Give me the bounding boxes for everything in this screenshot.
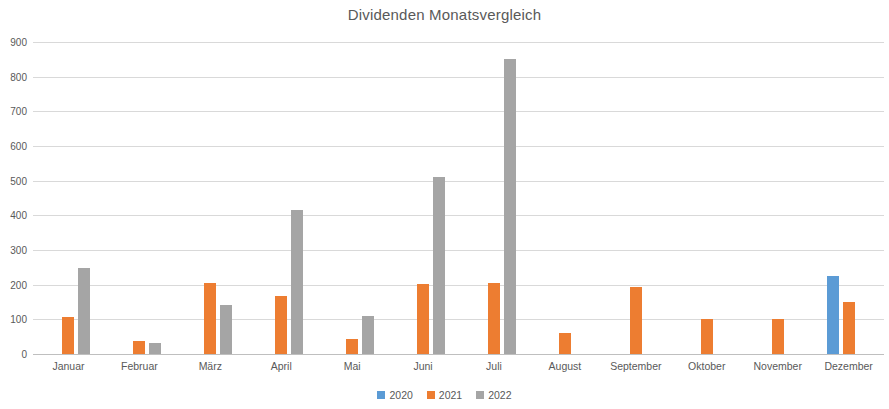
- y-axis-tick-label: 100: [3, 314, 27, 325]
- x-axis: JanuarFebruarMärzAprilMaiJuniJuliAugustS…: [33, 360, 884, 372]
- bar-2022-juni[interactable]: [433, 177, 445, 354]
- bar-2022-januar[interactable]: [78, 268, 90, 354]
- bar-2021-august[interactable]: [559, 333, 571, 354]
- bar-group-januar: [33, 42, 104, 354]
- bar-2021-oktober[interactable]: [701, 319, 713, 354]
- bar-group-mai: [317, 42, 388, 354]
- y-axis-tick-label: 800: [3, 71, 27, 82]
- y-axis-tick-label: 700: [3, 106, 27, 117]
- chart-title: Dividenden Monatsvergleich: [0, 6, 889, 23]
- x-axis-tick-label: September: [600, 360, 671, 372]
- y-axis-tick-label: 600: [3, 141, 27, 152]
- legend-item-2021[interactable]: 2021: [427, 389, 462, 401]
- bar-2021-januar[interactable]: [62, 317, 74, 354]
- bar-2022-juli[interactable]: [504, 59, 516, 354]
- legend-label-2022: 2022: [488, 389, 511, 401]
- bar-group-februar: [104, 42, 175, 354]
- bar-2021-dezember[interactable]: [843, 302, 855, 354]
- x-axis-tick-label: Juni: [388, 360, 459, 372]
- bar-2022-märz[interactable]: [220, 305, 232, 354]
- bar-2021-märz[interactable]: [204, 283, 216, 354]
- legend-item-2020[interactable]: 2020: [377, 389, 412, 401]
- legend-label-2021: 2021: [439, 389, 462, 401]
- bar-2020-dezember[interactable]: [827, 276, 839, 354]
- legend-item-2022[interactable]: 2022: [476, 389, 511, 401]
- x-axis-line: [33, 354, 884, 355]
- legend-swatch-2022: [476, 391, 484, 399]
- y-axis-tick-label: 0: [3, 349, 27, 360]
- bar-2021-februar[interactable]: [133, 341, 145, 354]
- legend-swatch-2021: [427, 391, 435, 399]
- bar-group-juni: [388, 42, 459, 354]
- bar-group-september: [600, 42, 671, 354]
- bar-group-märz: [175, 42, 246, 354]
- bar-group-april: [246, 42, 317, 354]
- bar-2021-september[interactable]: [630, 287, 642, 354]
- bar-group-dezember: [813, 42, 884, 354]
- x-axis-tick-label: Januar: [33, 360, 104, 372]
- y-axis-tick-label: 900: [3, 37, 27, 48]
- bar-group-juli: [459, 42, 530, 354]
- legend-label-2020: 2020: [389, 389, 412, 401]
- x-axis-tick-label: April: [246, 360, 317, 372]
- x-axis-tick-label: November: [742, 360, 813, 372]
- bar-group-oktober: [671, 42, 742, 354]
- legend-swatch-2020: [377, 391, 385, 399]
- bar-group-august: [529, 42, 600, 354]
- bar-2022-mai[interactable]: [362, 316, 374, 354]
- y-axis-tick-label: 200: [3, 279, 27, 290]
- bar-2022-april[interactable]: [291, 210, 303, 354]
- y-axis-tick-label: 400: [3, 210, 27, 221]
- x-axis-tick-label: März: [175, 360, 246, 372]
- y-axis-tick-label: 500: [3, 175, 27, 186]
- x-axis-tick-label: Dezember: [813, 360, 884, 372]
- x-axis-tick-label: Februar: [104, 360, 175, 372]
- legend: 2020 2021 2022: [0, 389, 889, 401]
- plot-area: [33, 42, 884, 354]
- bar-2022-februar[interactable]: [149, 343, 161, 354]
- x-axis-tick-label: Oktober: [671, 360, 742, 372]
- bar-2021-juni[interactable]: [417, 284, 429, 354]
- x-axis-tick-label: August: [529, 360, 600, 372]
- y-axis-tick-label: 300: [3, 245, 27, 256]
- x-axis-tick-label: Juli: [459, 360, 530, 372]
- bar-2021-november[interactable]: [772, 319, 784, 354]
- dividends-bar-chart: Dividenden Monatsvergleich 0 100 200 300 400…: [0, 0, 889, 409]
- bar-2021-juli[interactable]: [488, 283, 500, 354]
- bar-group-november: [742, 42, 813, 354]
- x-axis-tick-label: Mai: [317, 360, 388, 372]
- bar-layer: [33, 42, 884, 354]
- bar-2021-april[interactable]: [275, 296, 287, 354]
- bar-2021-mai[interactable]: [346, 339, 358, 354]
